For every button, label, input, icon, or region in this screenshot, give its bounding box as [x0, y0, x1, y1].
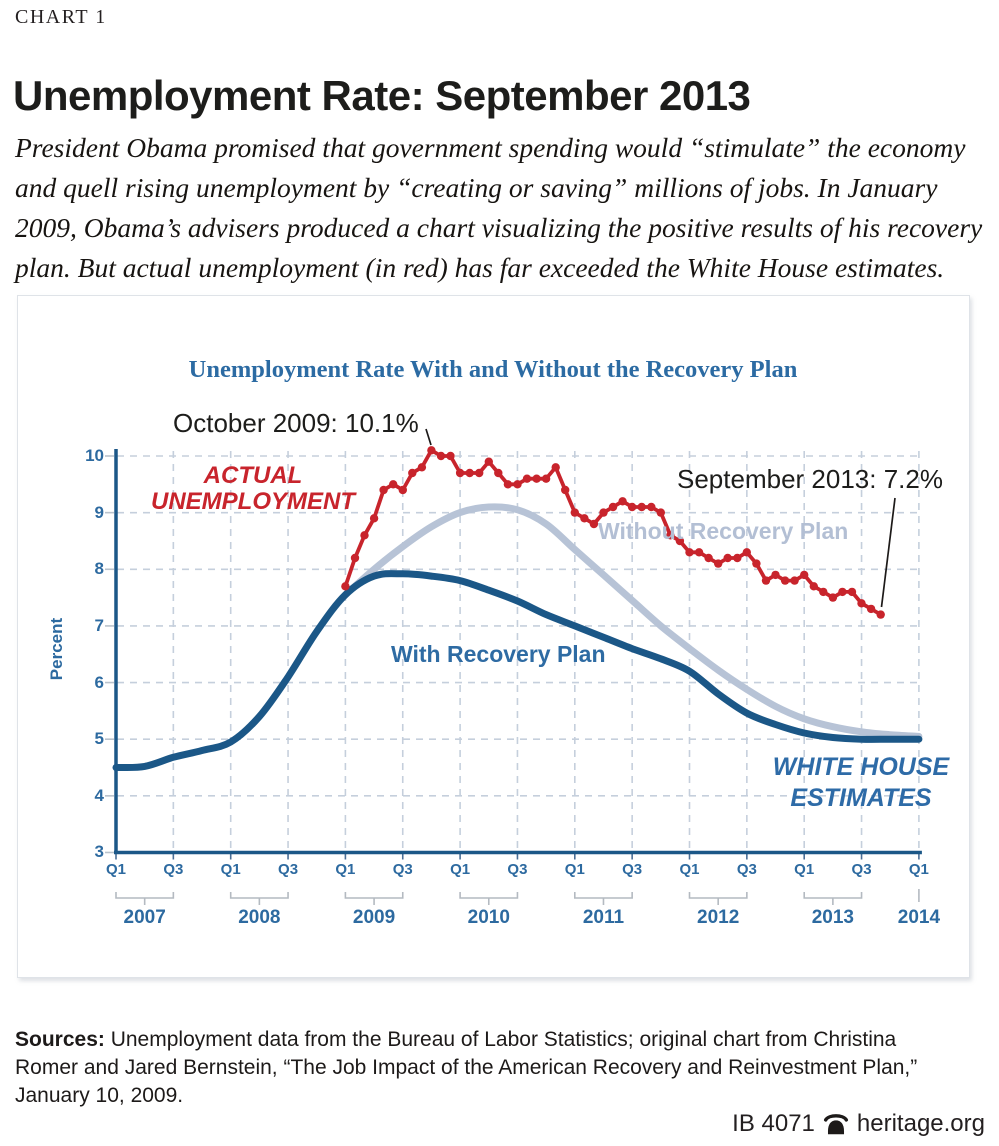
chart-title: Unemployment Rate With and Without the R…: [188, 356, 798, 383]
sources-label: Sources:: [15, 1028, 105, 1051]
y-tick-label-9: 9: [94, 502, 104, 522]
y-tick-label-3: 3: [94, 842, 104, 862]
x-quarter-label-2011-Q1: Q1: [564, 861, 585, 878]
x-year-label-2010: 2010: [467, 907, 510, 928]
annotation-lines: [425, 428, 896, 608]
plot-svg: [105, 428, 923, 905]
x-quarter-label-2011-Q3: Q3: [622, 861, 643, 878]
x-quarter-label-2009-Q3: Q3: [392, 861, 413, 878]
axis-ticks: [105, 455, 920, 860]
sources-note: Sources: Unemployment data from the Bure…: [15, 1026, 965, 1110]
x-quarter-label-2007-Q1: Q1: [105, 861, 126, 878]
intro-paragraph: President Obama promised that government…: [15, 131, 983, 283]
x-quarter-label-2009-Q1: Q1: [335, 861, 356, 878]
series-label-actual-line1: ACTUAL: [203, 462, 303, 489]
x-year-label-2009: 2009: [352, 907, 396, 928]
y-tick-label-5: 5: [94, 729, 104, 749]
x-quarter-label-2012-Q1: Q1: [679, 861, 700, 878]
axes: [114, 449, 922, 855]
year-brackets: [115, 889, 920, 905]
series-without-recovery-plan: [341, 503, 923, 740]
x-year-label-2008: 2008: [238, 907, 281, 928]
x-quarter-label-2008-Q3: Q3: [278, 861, 299, 878]
y-tick-label-6: 6: [94, 672, 104, 692]
footer-line: IB 4071 heritage.org: [732, 1110, 985, 1138]
x-quarter-label-2012-Q3: Q3: [736, 861, 757, 878]
series-label-with-recovery-plan: With Recovery Plan: [391, 641, 606, 667]
y-tick-label-10: 10: [85, 446, 104, 465]
x-quarter-label-2013-Q1: Q1: [794, 861, 815, 878]
liberty-bell-icon: [823, 1114, 848, 1135]
x-year-label-2012: 2012: [697, 907, 740, 928]
x-quarter-label-2010-Q3: Q3: [507, 861, 528, 878]
chart-kicker: CHART 1: [15, 6, 107, 28]
site-name: heritage.org: [856, 1110, 985, 1137]
y-tick-label-7: 7: [94, 615, 104, 635]
series-actual-unemployment: [341, 446, 885, 619]
y-tick-label-8: 8: [94, 559, 104, 579]
x-year-label-2013: 2013: [811, 907, 855, 928]
x-quarter-label-2014-Q1: Q1: [908, 861, 929, 878]
y-tick-label-4: 4: [94, 785, 104, 805]
series-with-recovery-plan: [112, 570, 923, 772]
annotation-october-2009: October 2009: 10.1%: [173, 408, 419, 438]
y-axis-title: Percent: [47, 617, 66, 681]
annotation-september-2013: September 2013: 7.2%: [677, 464, 943, 494]
page-title: Unemployment Rate: September 2013: [13, 72, 751, 120]
white-house-estimates-label: WHITE HOUSE ESTIMATES: [751, 752, 971, 814]
white-house-estimates-line1: WHITE HOUSE: [772, 753, 950, 781]
doc-id: IB 4071: [732, 1110, 815, 1137]
x-quarter-label-2007-Q3: Q3: [163, 861, 184, 878]
chart-card: Unemployment Rate With and Without the R…: [17, 295, 970, 978]
sources-text: Unemployment data from the Bureau of Lab…: [15, 1028, 918, 1107]
x-quarter-label-2010-Q1: Q1: [450, 861, 471, 878]
series-label-actual-unemployment: ACTUAL UNEMPLOYMENT: [148, 463, 358, 515]
x-year-label-2011: 2011: [582, 907, 625, 928]
x-quarter-label-2013-Q3: Q3: [851, 861, 872, 878]
white-house-estimates-line2: ESTIMATES: [790, 784, 932, 812]
x-year-label-2007: 2007: [123, 907, 166, 928]
series-label-actual-line2: UNEMPLOYMENT: [151, 488, 355, 515]
series-label-without-recovery-plan: Without Recovery Plan: [598, 518, 849, 544]
x-quarter-label-2008-Q1: Q1: [220, 861, 241, 878]
x-year-label-2014: 2014: [897, 907, 941, 928]
